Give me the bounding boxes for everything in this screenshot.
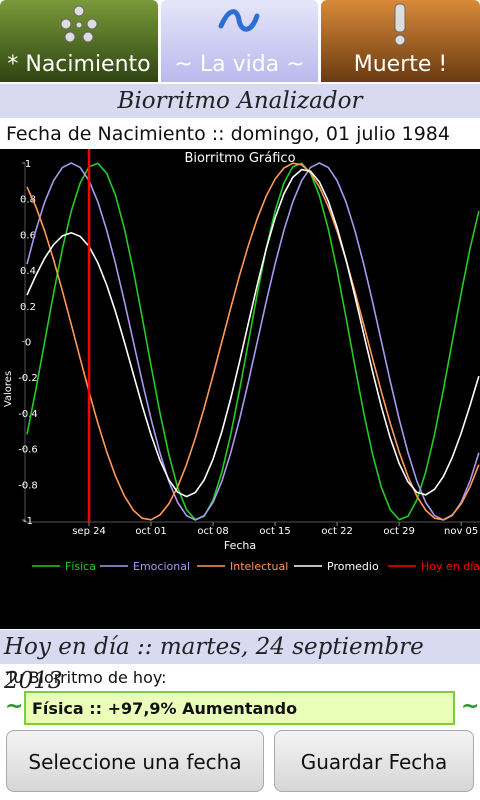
x-tick-label: nov 05 (444, 526, 478, 537)
x-axis-title: Fecha (224, 539, 256, 552)
x-tick-label: oct 29 (383, 526, 414, 537)
series-line (26, 162, 480, 521)
tab-la-vida[interactable]: ~ La vida ~ (161, 0, 318, 82)
icon (394, 3, 406, 46)
icon (218, 9, 260, 32)
y-tick-label: 0 (25, 338, 31, 349)
legend-label: Emocional (133, 560, 190, 573)
tab-label: ~ La vida ~ (174, 52, 305, 77)
x-tick-label: oct 15 (259, 526, 290, 537)
icon (60, 5, 98, 43)
chart: Biorritmo Gráfico Fecha Valores 1 0.8 0.6 0… (0, 149, 480, 629)
y-tick-label: 0.4 (20, 266, 36, 277)
tab-label: * Nacimiento (7, 52, 151, 77)
legend-label: Intelectual (230, 560, 288, 573)
y-tick-label: -1 (23, 516, 33, 527)
chart-title: Biorritmo Gráfico (184, 151, 295, 166)
y-tick-label: -0.4 (18, 409, 38, 420)
x-tick-label: oct 08 (197, 526, 228, 537)
status-mark: ~ (461, 694, 480, 719)
select-date-button[interactable]: Seleccione una fecha (6, 730, 264, 792)
x-tick-label: sep 24 (72, 526, 106, 537)
header: Biorritmo Analizador (0, 84, 480, 118)
x-tick-label: oct 01 (135, 526, 166, 537)
series-line (26, 168, 480, 498)
birth-line: Fecha de Nacimiento :: domingo, 01 julio… (6, 123, 450, 145)
tab-muerte[interactable]: Muerte ! (321, 0, 480, 82)
y-tick-label: -0.8 (18, 480, 38, 491)
save-date-button[interactable]: Guardar Fecha (274, 730, 474, 792)
legend-label: Hoy en día (421, 560, 480, 573)
series-line (26, 162, 480, 521)
series-line (26, 162, 480, 521)
status-box: Física :: +97,9% Aumentando (24, 691, 455, 725)
today-label: Tu Biorritmo de hoy: (6, 668, 167, 687)
x-tick-label: oct 22 (321, 526, 352, 537)
tab-nacimiento[interactable]: * Nacimiento (0, 0, 158, 82)
y-tick-label: 0.2 (20, 302, 36, 313)
tab-label: Muerte ! (353, 52, 448, 77)
y-tick-label: -0.6 (18, 445, 38, 456)
y-axis-title: Valores (3, 371, 14, 407)
plot-area (26, 149, 480, 522)
y-tick-label: 0.6 (20, 230, 36, 241)
y-tick-label: -0.2 (18, 373, 38, 384)
y-tick-label: 0.8 (20, 195, 36, 206)
status-mark: ~ (5, 694, 24, 719)
y-tick-label: 1 (25, 159, 31, 170)
legend-label: Promedio (327, 560, 379, 573)
today-line: Hoy en día :: martes, 24 septiembre 2013 (0, 630, 480, 694)
legend-label: Física (65, 560, 96, 573)
